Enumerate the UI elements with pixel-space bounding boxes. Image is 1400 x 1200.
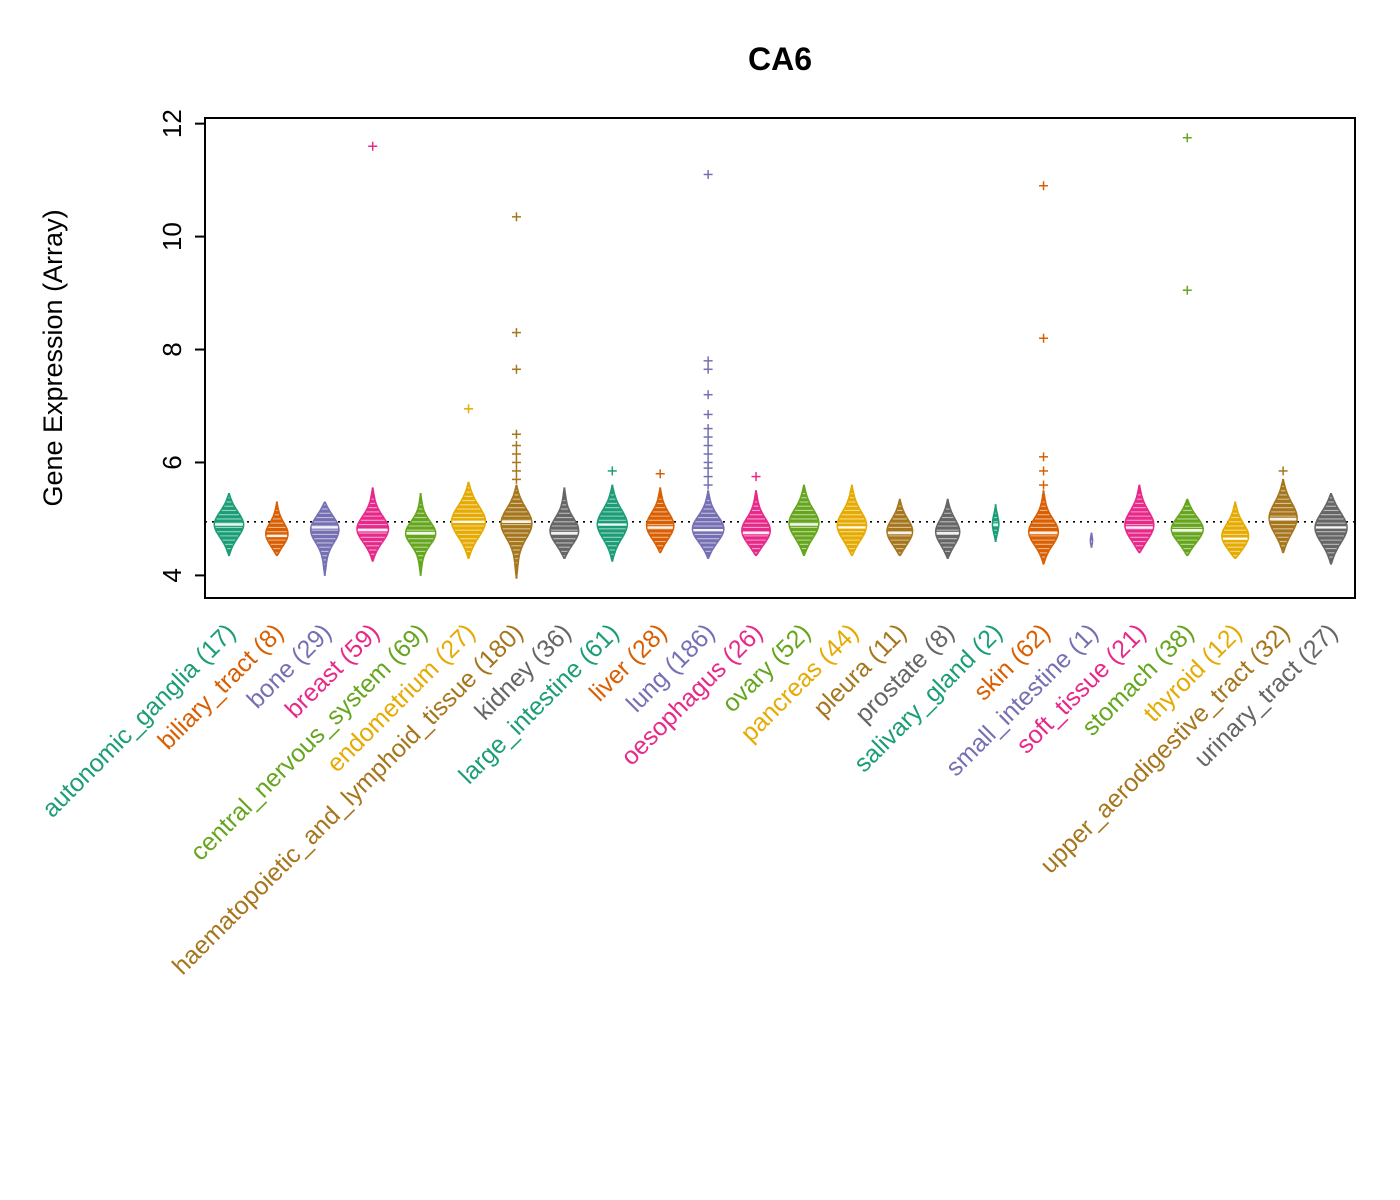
violin-pleura — [886, 498, 914, 557]
violin-haematopoietic_and_lymphoid_tissue — [500, 212, 533, 579]
plot-body: autonomic_ganglia (17)biliary_tract (8)b… — [37, 109, 1356, 980]
violin-upper_aerodigestive_tract — [1268, 466, 1298, 554]
violin-shape — [265, 501, 289, 557]
violin-shape — [934, 498, 961, 559]
violin-shape — [691, 490, 725, 559]
violin-breast — [356, 141, 390, 562]
violin-shape — [1124, 484, 1155, 554]
violin-biliary_tract — [265, 501, 289, 557]
y-tick-label: 10 — [157, 222, 187, 251]
violin-bone — [309, 501, 340, 576]
violin-shape — [596, 484, 629, 562]
violin-shape — [549, 487, 580, 559]
violin-kidney — [549, 487, 580, 559]
y-tick-label: 8 — [157, 342, 187, 356]
violin-shape — [1089, 532, 1094, 548]
plot-border — [204, 117, 1356, 599]
violin-shape — [788, 484, 820, 557]
plot-title: CA6 — [748, 41, 812, 77]
violin-prostate — [934, 498, 961, 559]
y-tick-label: 4 — [157, 568, 187, 582]
violin-oesophagus — [741, 472, 772, 557]
violin-shape — [991, 504, 1000, 542]
violin-pancreas — [836, 484, 868, 557]
violin-shape — [1314, 493, 1348, 565]
violin-lung — [691, 169, 725, 559]
violin-shape — [836, 484, 868, 557]
violin-endometrium — [450, 404, 487, 559]
violin-shape — [450, 481, 487, 559]
violin-stomach — [1170, 133, 1205, 557]
violin-salivary_gland — [991, 504, 1000, 542]
y-axis-label: Gene Expression (Array) — [38, 209, 68, 506]
violin-small_intestine — [1089, 532, 1094, 548]
y-tick-label: 12 — [157, 109, 187, 138]
y-tick-label: 6 — [157, 455, 187, 469]
x-tick-label-autonomic_ganglia: autonomic_ganglia (17) — [37, 618, 242, 823]
violin-thyroid — [1221, 501, 1250, 559]
violin-liver — [645, 469, 675, 554]
violin-large_intestine — [596, 466, 629, 562]
violin-shape — [500, 484, 533, 579]
violin-skin — [1027, 181, 1060, 565]
violin-ovary — [788, 484, 820, 557]
violin-urinary_tract — [1314, 493, 1348, 565]
violin-soft_tissue — [1124, 484, 1155, 554]
violin-autonomic_ganglia — [213, 493, 245, 557]
violin-central_nervous_system — [404, 493, 437, 576]
